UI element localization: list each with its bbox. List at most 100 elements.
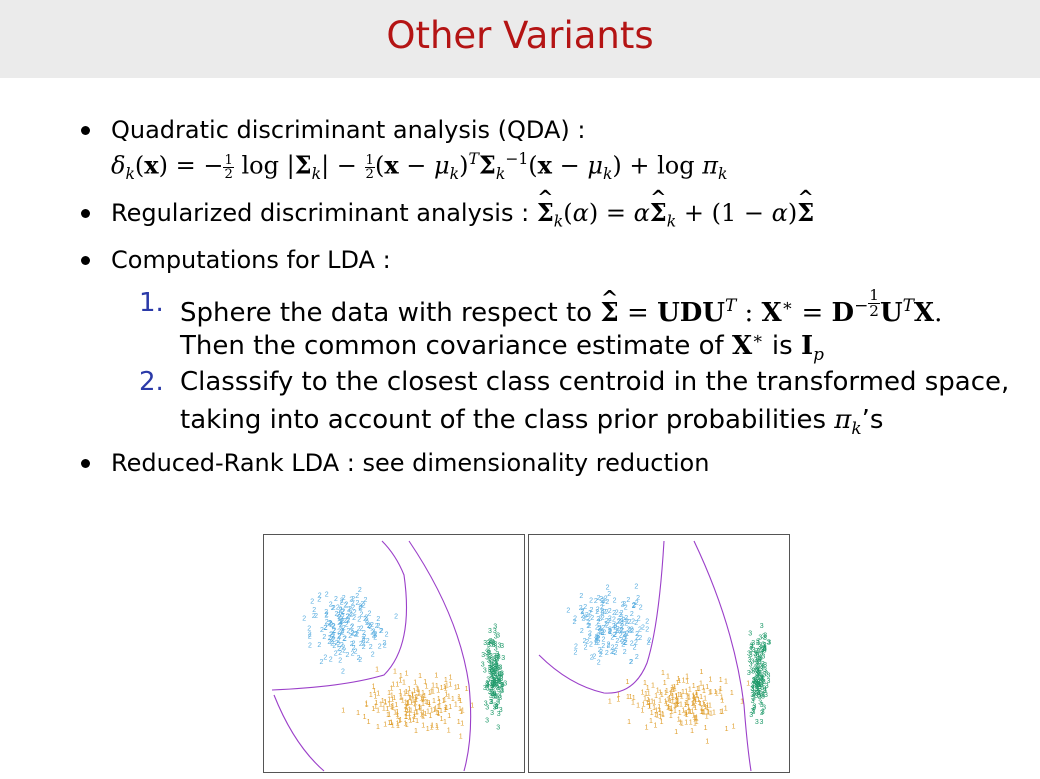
scatter-point: 2 xyxy=(349,597,353,604)
scatter-point: 1 xyxy=(445,683,449,690)
scatter-point: 1 xyxy=(404,689,408,696)
scatter-point: 2 xyxy=(341,645,345,652)
scatter-point: 1 xyxy=(709,689,713,696)
scatter-point: 3 xyxy=(497,678,501,685)
scatter-point: 1 xyxy=(459,698,463,705)
scatter-point: 3 xyxy=(501,655,505,662)
scatter-point: 1 xyxy=(429,713,433,720)
scatter-point: 3 xyxy=(493,682,497,689)
scatter-point: 3 xyxy=(493,656,497,663)
scatter-point: 2 xyxy=(585,639,589,646)
scatter-point: 3 xyxy=(490,667,494,674)
scatter-point: 1 xyxy=(677,692,681,699)
scatter-point: 3 xyxy=(763,632,767,639)
enum-item-1-line-1: Sphere the data with respect to Σ = UDUT… xyxy=(180,287,942,328)
scatter-point: 3 xyxy=(493,702,497,709)
scatter-point: 1 xyxy=(707,710,711,717)
scatter-point: 3 xyxy=(757,656,761,663)
scatter-point: 1 xyxy=(445,692,449,699)
scatter-point: 2 xyxy=(624,633,628,640)
scatter-point: 3 xyxy=(495,651,499,658)
scatter-point: 2 xyxy=(647,638,651,645)
scatter-point: 1 xyxy=(383,699,387,706)
scatter-point: 2 xyxy=(359,641,363,648)
scatter-point: 2 xyxy=(362,630,366,637)
prior-formula: πk xyxy=(834,405,862,438)
scatter-point: 3 xyxy=(495,656,499,663)
scatter-point: 2 xyxy=(598,625,602,632)
scatter-point: 1 xyxy=(679,702,683,709)
scatter-point: 2 xyxy=(590,607,594,614)
scatter-point: 2 xyxy=(335,611,339,618)
scatter-point: 1 xyxy=(430,724,434,731)
scatter-point: 1 xyxy=(704,704,708,711)
scatter-point: 2 xyxy=(611,644,615,651)
scatter-point: 2 xyxy=(617,628,621,635)
scatter-point: 2 xyxy=(620,621,624,628)
scatter-point: 2 xyxy=(314,613,318,620)
scatter-point: 1 xyxy=(430,689,434,696)
scatter-point: 3 xyxy=(747,650,751,657)
scatter-point: 2 xyxy=(608,608,612,615)
scatter-point: 2 xyxy=(341,618,345,625)
scatter-point: 1 xyxy=(423,711,427,718)
scatter-point: 1 xyxy=(417,689,421,696)
scatter-point: 2 xyxy=(624,605,628,612)
scatter-point: 2 xyxy=(637,616,641,623)
scatter-point: 3 xyxy=(753,651,757,658)
scatter-point: 1 xyxy=(365,702,369,709)
scatter-point: 2 xyxy=(606,584,610,591)
scatter-point: 3 xyxy=(500,671,504,678)
scatter-point: 2 xyxy=(635,631,639,638)
scatter-point: 1 xyxy=(695,715,699,722)
scatter-point: 1 xyxy=(656,687,660,694)
scatter-point: 1 xyxy=(709,711,713,718)
scatter-point: 1 xyxy=(437,711,441,718)
scatter-point: 2 xyxy=(350,630,354,637)
scatter-point: 3 xyxy=(751,683,755,690)
scatter-point: 3 xyxy=(499,683,503,690)
scatter-point: 1 xyxy=(431,689,435,696)
scatter-point: 1 xyxy=(405,671,409,678)
scatter-point: 1 xyxy=(399,693,403,700)
scatter-point: 2 xyxy=(339,619,343,626)
scatter-point: 3 xyxy=(497,711,501,718)
scatter-point: 1 xyxy=(440,685,444,692)
scatter-point: 2 xyxy=(369,644,373,651)
scatter-point: 1 xyxy=(695,715,699,722)
scatter-point: 1 xyxy=(399,717,403,724)
scatter-point: 2 xyxy=(324,609,328,616)
scatter-point: 3 xyxy=(756,651,760,658)
scatter-point: 1 xyxy=(445,705,449,712)
scatter-point: 1 xyxy=(691,701,695,708)
scatter-point: 2 xyxy=(607,643,611,650)
scatter-point: 1 xyxy=(617,692,621,699)
scatter-point: 2 xyxy=(360,612,364,619)
scatter-point: 2 xyxy=(620,624,624,631)
scatter-point: 1 xyxy=(673,703,677,710)
scatter-point: 2 xyxy=(584,615,588,622)
scatter-point: 3 xyxy=(762,704,766,711)
scatter-point: 2 xyxy=(620,615,624,622)
scatter-point: 3 xyxy=(485,650,489,657)
scatter-point: 2 xyxy=(596,616,600,623)
scatter-point: 2 xyxy=(592,653,596,660)
scatter-point: 2 xyxy=(351,600,355,607)
scatter-point: 3 xyxy=(749,668,753,675)
scatter-point: 2 xyxy=(307,625,311,632)
scatter-point: 3 xyxy=(747,670,751,677)
scatter-point: 3 xyxy=(488,689,492,696)
scatter-point: 3 xyxy=(495,676,499,683)
scatter-point: 3 xyxy=(752,677,756,684)
scatter-point: 1 xyxy=(435,709,439,716)
scatter-point: 3 xyxy=(500,643,504,650)
scatter-point: 1 xyxy=(457,696,461,703)
scatter-point: 1 xyxy=(660,692,664,699)
scatter-point: 3 xyxy=(751,669,755,676)
scatter-point: 3 xyxy=(753,703,757,710)
scatter-point: 1 xyxy=(408,717,412,724)
scatter-point: 3 xyxy=(489,681,493,688)
scatter-point: 3 xyxy=(759,642,763,649)
scatter-point: 1 xyxy=(408,711,412,718)
